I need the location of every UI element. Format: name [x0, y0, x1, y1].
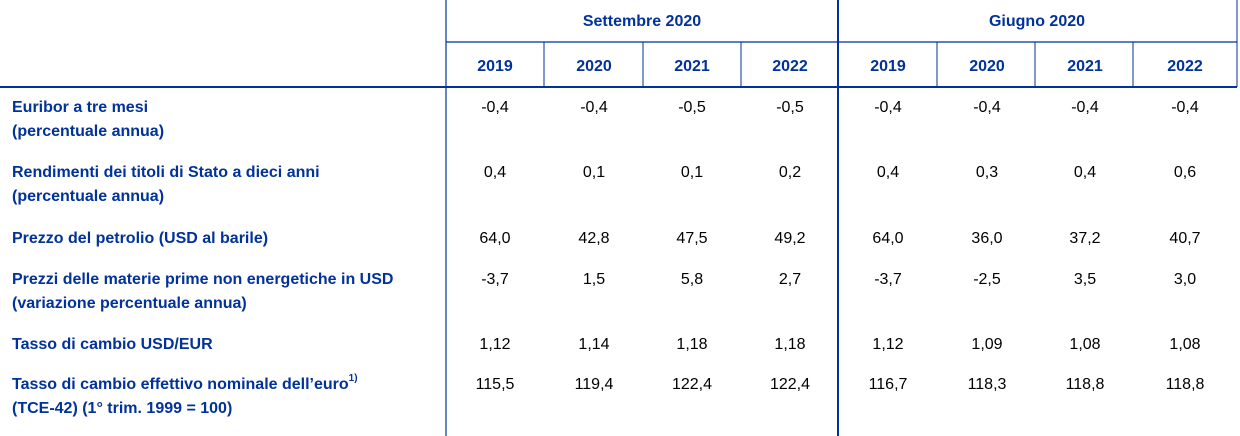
row-label: (percentuale annua) [12, 188, 164, 205]
cell-value: 0,6 [1174, 164, 1196, 181]
cell-value: 1,08 [1069, 336, 1100, 353]
row-label: Tasso di cambio USD/EUR [12, 336, 213, 353]
year-header: 2021 [1067, 58, 1103, 75]
cell-value: 116,7 [869, 376, 908, 393]
footnote-marker: 1) [349, 373, 358, 384]
row-label: (variazione percentuale annua) [12, 295, 247, 312]
year-header: 2020 [576, 58, 612, 75]
cell-value: -0,4 [580, 99, 608, 116]
cell-value: 1,08 [1169, 336, 1200, 353]
row-label: Rendimenti dei titoli di Stato a dieci a… [12, 164, 320, 181]
cell-value: 36,0 [971, 230, 1002, 247]
row-label: (percentuale annua) [12, 123, 164, 140]
year-header: 2022 [1167, 58, 1203, 75]
cell-value: 1,12 [479, 336, 510, 353]
cell-value: 1,18 [774, 336, 805, 353]
cell-value: -0,4 [973, 99, 1001, 116]
cell-value: 0,4 [484, 164, 506, 181]
cell-value: 3,5 [1074, 271, 1096, 288]
cell-value: 3,0 [1174, 271, 1196, 288]
cell-value: 1,14 [578, 336, 609, 353]
cell-value: 122,4 [770, 376, 810, 393]
cell-value: 0,1 [583, 164, 605, 181]
row-label: Tasso di cambio effettivo nominale dell’… [12, 373, 358, 394]
cell-value: 40,7 [1169, 230, 1200, 247]
cell-value: 0,1 [681, 164, 703, 181]
cell-value: 1,5 [583, 271, 605, 288]
year-header: 2021 [674, 58, 710, 75]
row-label: Prezzi delle materie prime non energetic… [12, 271, 393, 288]
year-header: 2019 [477, 58, 513, 75]
group-header: Giugno 2020 [989, 13, 1085, 30]
cell-value: 118,3 [968, 376, 1007, 393]
row-label: Euribor a tre mesi [12, 99, 148, 116]
cell-value: -3,7 [481, 271, 509, 288]
cell-value: 5,8 [681, 271, 703, 288]
group-header: Settembre 2020 [583, 13, 701, 30]
cell-value: 64,0 [479, 230, 510, 247]
cell-value: -0,4 [874, 99, 902, 116]
cell-value: -3,7 [874, 271, 902, 288]
cell-value: 0,2 [779, 164, 801, 181]
cell-value: -0,4 [1071, 99, 1099, 116]
row-label: (TCE-42) (1° trim. 1999 = 100) [12, 400, 232, 417]
cell-value: 37,2 [1069, 230, 1100, 247]
cell-value: 64,0 [872, 230, 903, 247]
row-label: Prezzo del petrolio (USD al barile) [12, 230, 268, 247]
cell-value: 118,8 [1066, 376, 1105, 393]
year-header: 2022 [772, 58, 808, 75]
cell-value: -2,5 [973, 271, 1001, 288]
cell-value: 42,8 [578, 230, 609, 247]
cell-value: 0,4 [877, 164, 899, 181]
cell-value: 47,5 [676, 230, 707, 247]
cell-value: -0,4 [481, 99, 509, 116]
cell-value: 1,09 [971, 336, 1002, 353]
cell-value: 122,4 [672, 376, 712, 393]
year-header: 2020 [969, 58, 1005, 75]
cell-value: 118,8 [1166, 376, 1205, 393]
cell-value: 2,7 [779, 271, 801, 288]
cell-value: -0,5 [678, 99, 706, 116]
cell-value: 1,18 [676, 336, 707, 353]
cell-value: -0,5 [776, 99, 804, 116]
cell-value: 0,3 [976, 164, 998, 181]
cell-value: 49,2 [774, 230, 805, 247]
year-header: 2019 [870, 58, 906, 75]
cell-value: 115,5 [476, 376, 515, 393]
cell-value: 1,12 [872, 336, 903, 353]
cell-value: 119,4 [575, 376, 614, 393]
cell-value: 0,4 [1074, 164, 1096, 181]
cell-value: -0,4 [1171, 99, 1199, 116]
